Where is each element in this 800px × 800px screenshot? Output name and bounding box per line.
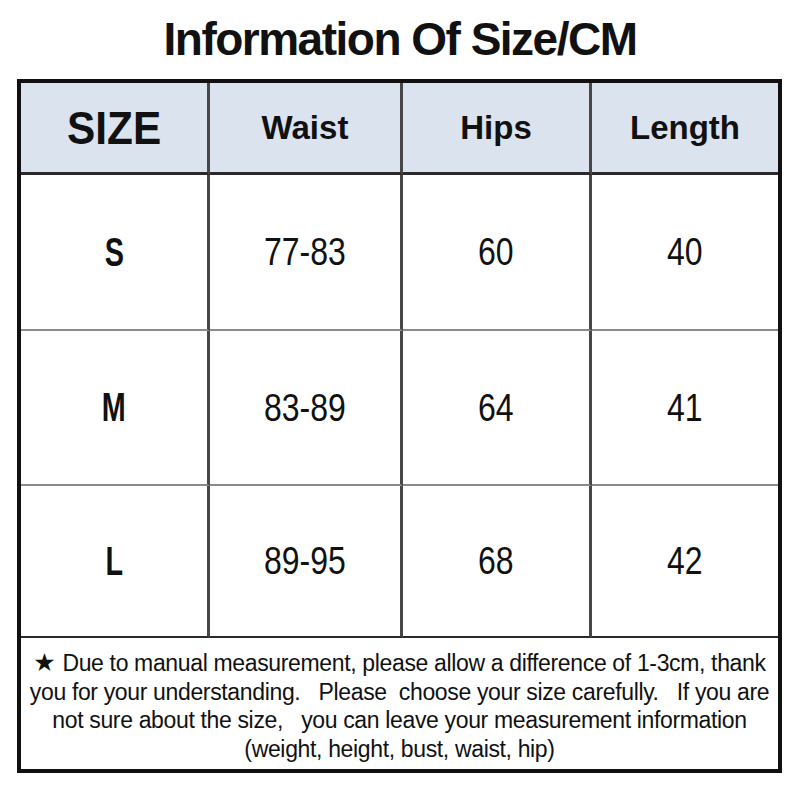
note-line-4: (weight, height, bust, waist, hip)	[244, 735, 554, 764]
column-header-hips: Hips	[403, 83, 592, 175]
row-s-size: S	[21, 175, 210, 331]
star-icon: ★	[33, 648, 55, 677]
row-s-hips: 60	[403, 175, 592, 331]
column-header-waist: Waist	[210, 83, 403, 175]
column-header-length: Length	[592, 83, 778, 175]
row-s-length: 40	[592, 175, 778, 331]
row-m-size: M	[21, 331, 210, 486]
row-m-length: 41	[592, 331, 778, 486]
note-line-1-text: Due to manual measurement, please allow …	[62, 650, 765, 676]
page-title: Information Of Size/CM	[0, 12, 800, 66]
measurement-note: ★ Due to manual measurement, please allow…	[21, 638, 778, 773]
row-l-waist: 89-95	[210, 486, 403, 638]
row-l-size: L	[21, 486, 210, 638]
row-s-waist: 77-83	[210, 175, 403, 331]
column-header-size: SIZE	[21, 83, 210, 175]
note-line-3: not sure about the size, you can leave y…	[52, 706, 746, 735]
row-l-length: 42	[592, 486, 778, 638]
note-line-1: ★ Due to manual measurement, please allow…	[33, 648, 765, 678]
row-m-hips: 64	[403, 331, 592, 486]
note-line-2: you for your understanding. Please choos…	[30, 678, 769, 707]
size-table: SIZE Waist Hips Length S 77-83 60 40 M 8…	[17, 79, 782, 773]
size-chart-page: Information Of Size/CM SIZE Waist Hips L…	[0, 0, 800, 800]
row-m-waist: 83-89	[210, 331, 403, 486]
row-l-hips: 68	[403, 486, 592, 638]
